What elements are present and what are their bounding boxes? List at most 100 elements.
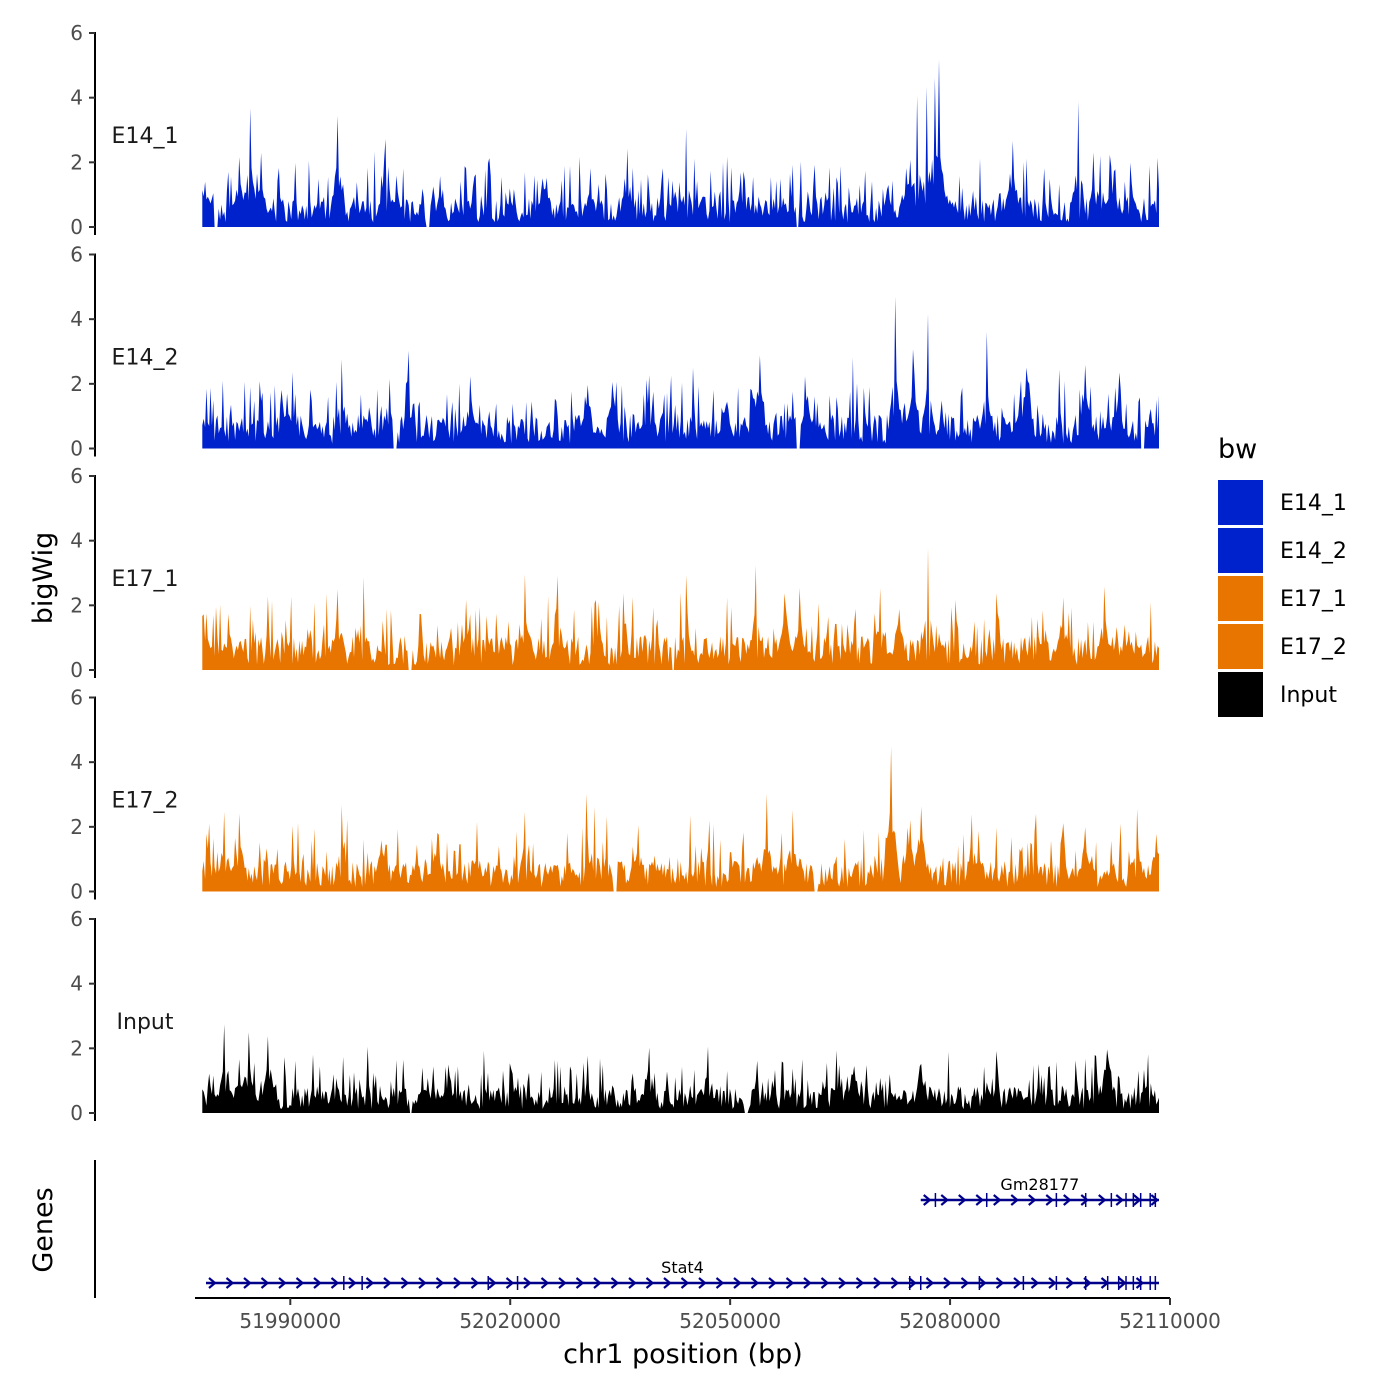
strand-arrow bbox=[540, 1277, 550, 1289]
strand-arrow bbox=[820, 1277, 830, 1289]
strand-arrow bbox=[1080, 1194, 1089, 1206]
legend-label: E14_2 bbox=[1280, 539, 1347, 564]
strand-arrow bbox=[750, 1277, 760, 1289]
strand-arrow bbox=[225, 1277, 235, 1289]
strand-arrow bbox=[1135, 1277, 1145, 1289]
legend-item-e17-2: E17_2 bbox=[1218, 624, 1347, 669]
strand-arrow bbox=[855, 1277, 865, 1289]
strand-arrow bbox=[1115, 1194, 1124, 1206]
strand-arrow bbox=[593, 1277, 602, 1289]
legend-items: E14_1 E14_2 E17_1 E17_2 Input bbox=[1218, 480, 1347, 717]
strand-arrow bbox=[958, 1194, 967, 1206]
legend-swatch bbox=[1218, 624, 1263, 669]
strand-arrow bbox=[1010, 1194, 1019, 1206]
legend-swatch bbox=[1218, 480, 1263, 525]
strand-arrow bbox=[383, 1277, 392, 1289]
y-tick-label: 0 bbox=[70, 658, 83, 682]
signal-tracks: 0 2 4 6 E14_1 0 2 4 6 E14_2 0 2 4 6 E17_1 0 2 4 6 E17_2 0 2 4 6… bbox=[70, 21, 1160, 1125]
y-tick-label: 4 bbox=[70, 750, 83, 774]
track-label: E17_1 bbox=[112, 567, 179, 592]
y-tick-label: 4 bbox=[70, 86, 83, 110]
track-e17-1: 0 2 4 6 E17_1 bbox=[70, 464, 1160, 682]
strand-arrow bbox=[995, 1277, 1005, 1289]
strand-arrow bbox=[488, 1277, 497, 1289]
legend-swatch bbox=[1218, 672, 1263, 717]
strand-arrow bbox=[1028, 1194, 1037, 1206]
legend-item-e17-1: E17_1 bbox=[1218, 576, 1347, 621]
strand-arrow bbox=[978, 1277, 987, 1289]
track-label: E14_2 bbox=[112, 346, 179, 371]
strand-arrow bbox=[873, 1277, 882, 1289]
strand-arrow bbox=[278, 1277, 287, 1289]
strand-arrow bbox=[768, 1277, 777, 1289]
strand-arrow bbox=[923, 1194, 932, 1206]
strand-arrow bbox=[645, 1277, 655, 1289]
x-axis-title: chr1 position (bp) bbox=[563, 1339, 803, 1370]
strand-arrow bbox=[505, 1277, 515, 1289]
y-tick-label: 2 bbox=[70, 815, 83, 839]
track-e17-2: 0 2 4 6 E17_2 bbox=[70, 686, 1160, 904]
legend-item-input: Input bbox=[1218, 672, 1337, 717]
track-label: E17_2 bbox=[112, 789, 179, 814]
y-tick-label: 6 bbox=[70, 21, 83, 45]
track-input: 0 2 4 6 Input bbox=[70, 907, 1160, 1125]
y-tick-label: 0 bbox=[70, 1101, 83, 1125]
y-tick-label: 4 bbox=[70, 529, 83, 553]
strand-arrow bbox=[435, 1277, 445, 1289]
strand-arrow bbox=[575, 1277, 585, 1289]
strand-arrow bbox=[1045, 1194, 1054, 1206]
y-tick-label: 6 bbox=[70, 464, 83, 488]
y-tick-label: 6 bbox=[70, 243, 83, 267]
y-tick-label: 0 bbox=[70, 215, 83, 239]
gene-track: Stat4 Gm28177 bbox=[94, 1160, 1160, 1298]
strand-arrow bbox=[610, 1277, 620, 1289]
strand-arrow bbox=[943, 1277, 952, 1289]
strand-arrow bbox=[925, 1277, 935, 1289]
strand-arrow bbox=[330, 1277, 340, 1289]
strand-arrow bbox=[628, 1277, 637, 1289]
legend-label: E17_2 bbox=[1280, 635, 1347, 660]
strand-arrow bbox=[680, 1277, 690, 1289]
strand-arrow bbox=[365, 1277, 375, 1289]
y-tick-label: 4 bbox=[70, 307, 83, 331]
y-tick-label: 2 bbox=[70, 1036, 83, 1060]
strand-arrow bbox=[993, 1194, 1002, 1206]
track-label: E14_1 bbox=[112, 124, 179, 149]
strand-arrow bbox=[715, 1277, 725, 1289]
track-e14-2: 0 2 4 6 E14_2 bbox=[70, 243, 1160, 461]
strand-arrow bbox=[890, 1277, 900, 1289]
gene-stat4: Stat4 bbox=[205, 1258, 1160, 1290]
y-tick-label: 2 bbox=[70, 593, 83, 617]
strand-arrow bbox=[733, 1277, 742, 1289]
signal-area bbox=[202, 296, 1160, 449]
strand-arrow bbox=[558, 1277, 567, 1289]
strand-arrow bbox=[663, 1277, 672, 1289]
strand-arrow bbox=[470, 1277, 480, 1289]
strand-arrow bbox=[348, 1277, 357, 1289]
strand-arrow bbox=[1063, 1194, 1072, 1206]
legend-label: Input bbox=[1280, 683, 1337, 708]
y-tick-label: 2 bbox=[70, 372, 83, 396]
x-axis: 51990000 52020000 52050000 52080000 52110000 bbox=[195, 1297, 1221, 1333]
legend-swatch bbox=[1218, 576, 1263, 621]
y-tick-label: 6 bbox=[70, 686, 83, 710]
strand-arrow bbox=[803, 1277, 812, 1289]
gene-label: Gm28177 bbox=[1000, 1175, 1079, 1194]
strand-arrow bbox=[208, 1277, 217, 1289]
strand-arrow bbox=[960, 1277, 970, 1289]
legend-item-e14-1: E14_1 bbox=[1218, 480, 1347, 525]
y-tick-label: 0 bbox=[70, 880, 83, 904]
strand-arrow bbox=[453, 1277, 462, 1289]
y-tick-label: 0 bbox=[70, 437, 83, 461]
track-e14-1: 0 2 4 6 E14_1 bbox=[70, 21, 1160, 239]
signal-area bbox=[202, 548, 1160, 670]
strand-arrow bbox=[785, 1277, 795, 1289]
strand-arrow bbox=[908, 1277, 917, 1289]
strand-arrow bbox=[1133, 1194, 1142, 1206]
legend: bw E14_1 E14_2 E17_1 E17_2 Input bbox=[1218, 434, 1347, 717]
signal-area bbox=[202, 59, 1160, 227]
track-label: Input bbox=[117, 1010, 174, 1035]
genes-axis-title: Genes bbox=[28, 1187, 59, 1272]
strand-arrow bbox=[940, 1194, 949, 1206]
